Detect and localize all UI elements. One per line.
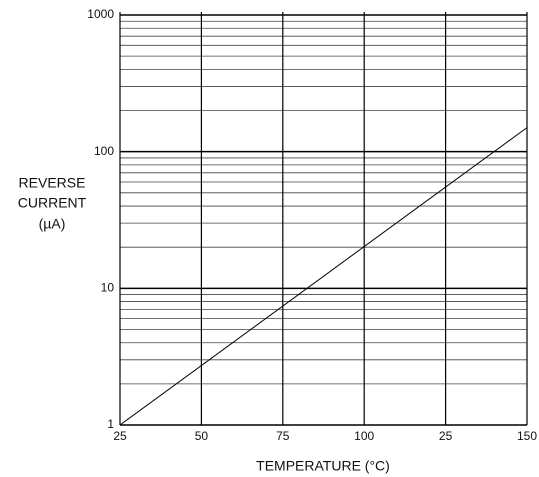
x-tick-label: 150 [517,429,537,443]
x-tick-label: 25 [113,429,127,443]
x-tick-label: 75 [276,429,290,443]
line [119,127,528,426]
x-tick-label: 25 [439,429,453,443]
y-tick-label: 1000 [87,7,114,21]
y-tick-label: 100 [94,144,114,158]
y-axis-label: REVERSE [19,175,86,191]
y-tick-label: 1 [107,417,114,431]
x-axis-label: TEMPERATURE (°C) [256,458,390,474]
y-axis-label: CURRENT [18,195,87,211]
y-axis-label: (µA) [39,216,66,232]
x-tick-label: 100 [354,429,374,443]
y-tick-label: 10 [101,281,115,295]
x-tick-label: 50 [195,429,209,443]
